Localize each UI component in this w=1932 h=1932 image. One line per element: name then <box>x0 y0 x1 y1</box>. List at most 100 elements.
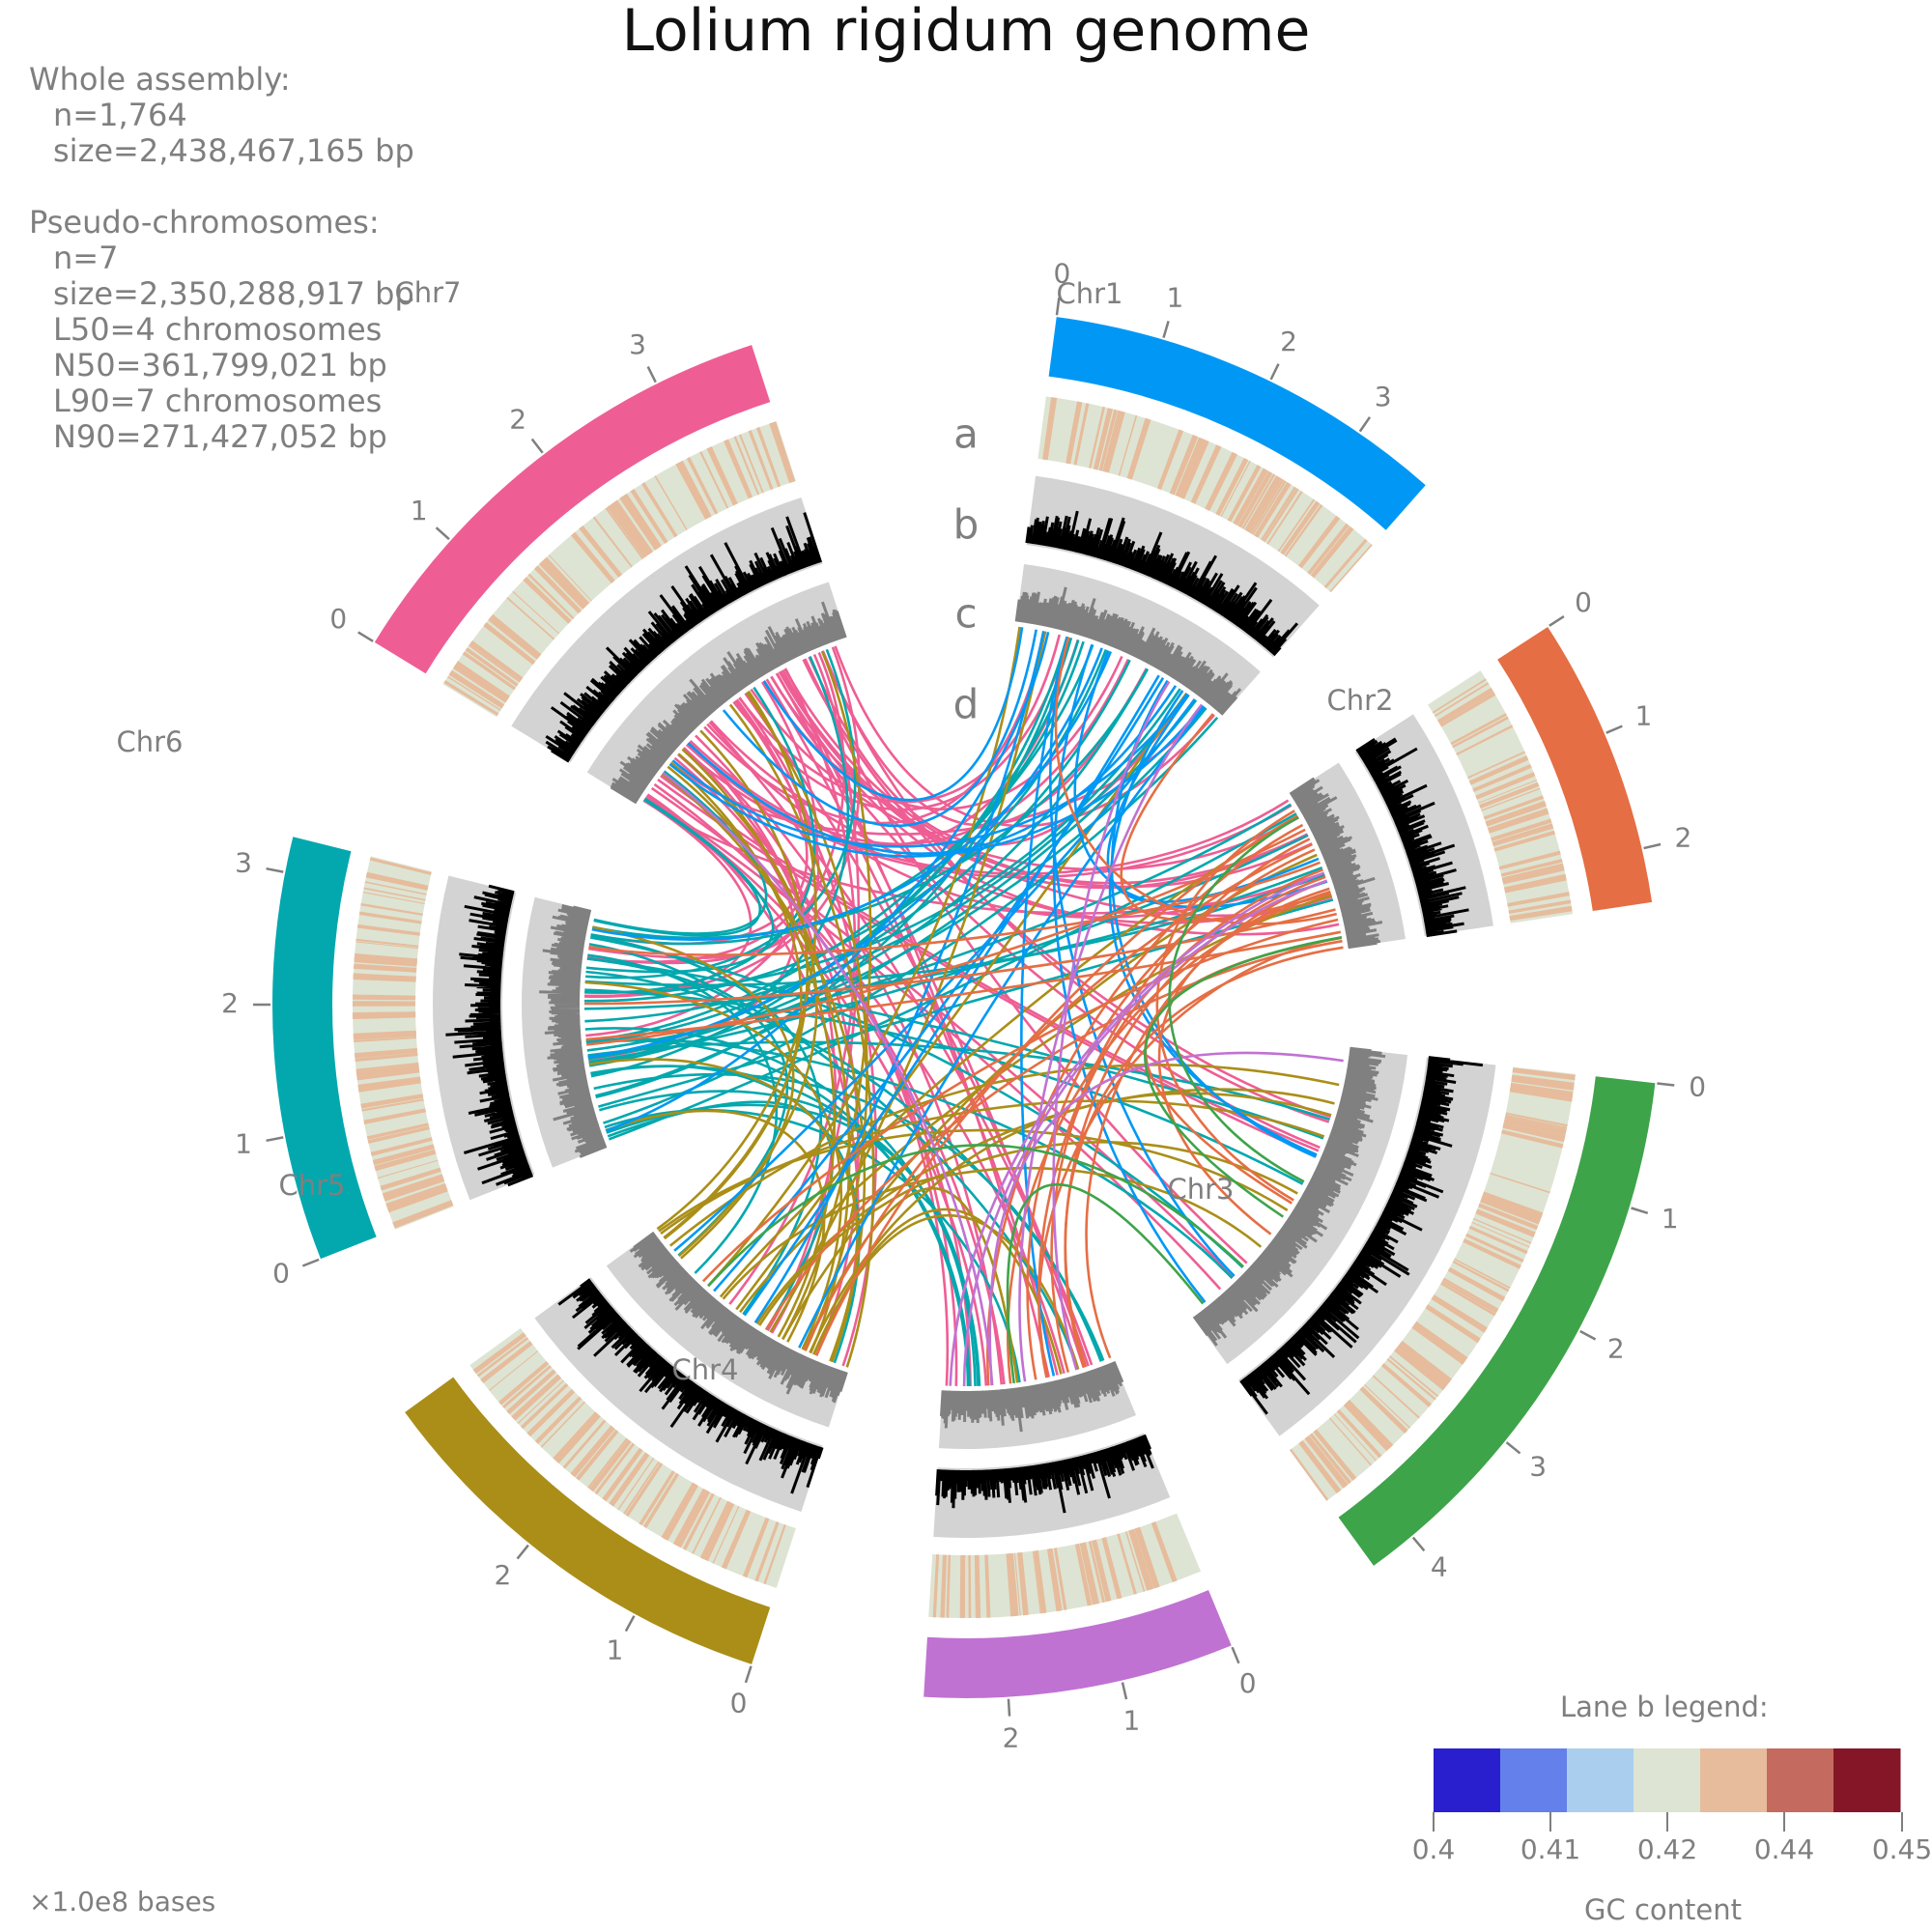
chr1-gc-stripe <box>1173 436 1199 496</box>
chr6-gc-stripe <box>369 857 432 875</box>
legend-swatch <box>1500 1748 1568 1812</box>
chr6-synteny-link <box>590 639 1080 1078</box>
chr3-gc-stripe <box>1397 1343 1450 1386</box>
chr6-synteny-link <box>585 648 857 980</box>
chr3-gc-stripe <box>1512 1068 1576 1080</box>
chr5-gc-stripe <box>520 1382 569 1430</box>
chr7-gc-stripe <box>641 482 678 538</box>
chr5-synteny-link <box>668 1064 1340 1247</box>
chr5-synteny-link <box>661 772 867 1362</box>
lane-c-label: c <box>954 590 977 638</box>
chr2-gc-stripe <box>1489 812 1549 834</box>
chr7-gc-stripe <box>452 665 508 703</box>
chr4-synteny-link <box>1052 680 1171 1371</box>
chr6-gc-stripe <box>354 952 417 963</box>
chr5-gc-stripe <box>576 1430 619 1481</box>
chr4-density-bars <box>935 1434 1154 1514</box>
chr3-gc-stripe <box>1505 1114 1568 1129</box>
chr6-gc-stripe <box>360 902 423 916</box>
chr2-gc-stripe <box>1456 724 1514 756</box>
chr7-gc-stripe <box>527 573 575 620</box>
chr3-gc-stripe <box>1431 1294 1488 1333</box>
assembly-stats: Whole assembly: n=1,764 size=2,438,467,165… <box>29 62 414 455</box>
chr6-tick-label: 1 <box>235 1127 252 1159</box>
chr4-gc-stripe <box>977 1554 980 1618</box>
chr6-synteny-link <box>586 803 1292 1052</box>
chr7-gc-stripe <box>443 680 499 716</box>
chr5-gc-stripe <box>534 1396 582 1444</box>
chr2-gc-stripe <box>1478 780 1538 804</box>
chr3-gc-stripe <box>1441 1279 1498 1314</box>
chr2-gc-stripe <box>1452 716 1509 749</box>
chr1-tick-mark <box>1358 416 1372 433</box>
chr3-gc-stripe <box>1475 1208 1536 1237</box>
chr5-tick-mark <box>744 1665 753 1684</box>
chr3-gc-stripe <box>1309 1433 1351 1485</box>
chr1-band <box>1048 317 1426 530</box>
chr1-gc-stripe <box>1263 488 1299 543</box>
chr7-gc-stripe <box>592 516 633 568</box>
chr1-gc-stripe <box>1298 515 1341 569</box>
chr2-gc-stripe <box>1475 772 1536 800</box>
chr2-gc-stripe <box>1500 859 1563 877</box>
chr7-gc-stripe <box>619 496 659 551</box>
chr5-gc-stripe <box>587 1437 628 1490</box>
chr2-gc-stripe <box>1493 830 1555 852</box>
chr2-gc-stripe <box>1479 781 1540 810</box>
chr6-synteny-link <box>588 943 1079 1371</box>
chr4-gc-stripe <box>946 1554 952 1618</box>
chr3-tick-mark <box>1411 1536 1426 1552</box>
chr5-gc-stripe <box>617 1458 655 1511</box>
chr1-synteny-link <box>1052 643 1207 1303</box>
chr3-synteny-link <box>1144 936 1343 1218</box>
chr7-gc-stripe <box>469 639 524 681</box>
chr2-tick-mark <box>1643 842 1662 850</box>
chr6-band <box>272 837 377 1260</box>
chr7-synteny-link <box>802 659 1331 1119</box>
chr5-gc-stripe <box>721 1509 752 1570</box>
chr3-gc-stripe <box>1304 1436 1346 1489</box>
chr1-synteny-link <box>798 705 1206 1349</box>
chr2-synteny-link <box>1155 810 1295 1202</box>
chr7-gc-stripe <box>506 596 555 640</box>
chr5-gc-stripe <box>511 1374 562 1421</box>
chr4-tick-label: 1 <box>1122 1704 1140 1736</box>
chr4-tick-label: 2 <box>1003 1722 1020 1754</box>
chr1-synteny-link <box>687 685 1178 856</box>
chr7-gc-stripe <box>605 507 644 560</box>
chr7-gc-stripe <box>534 565 582 613</box>
chr7-gc-stripe <box>488 616 540 660</box>
chr4-label: Chr4 <box>671 1353 738 1386</box>
chr3-gc-stripe <box>1345 1400 1393 1450</box>
chr7-synteny-link <box>677 753 950 1386</box>
chr7-tick-mark <box>357 631 374 642</box>
chr7-gc-stripe <box>607 505 646 558</box>
chr3-gc-stripe <box>1396 1346 1448 1387</box>
chr5-synteny-link <box>658 1128 1289 1233</box>
chr7-gc-stripe <box>613 499 653 554</box>
chr1-gc-stripe <box>1042 397 1056 461</box>
chr6-tick-label: 0 <box>272 1257 290 1289</box>
chr2-gc-stripe <box>1467 751 1526 779</box>
chr2-synteny-link <box>1050 868 1323 1373</box>
chr3-gc-stripe <box>1307 1435 1349 1487</box>
chr3-tick-mark <box>1579 1329 1597 1341</box>
chr1-gc-stripe <box>1237 470 1271 527</box>
chr2-synteny-link <box>1085 879 1328 1359</box>
legend-swatch <box>1833 1748 1901 1812</box>
chr5-gc-stripe <box>562 1419 607 1469</box>
chromosome-labels: Chr1 Chr2 Chr3 Chr4 Chr5 Chr6 Chr7 <box>116 276 1393 1386</box>
chr7-gc-stripe <box>630 489 668 544</box>
chr5-synteny-link <box>660 1099 1325 1236</box>
chr6-synteny-link <box>593 1072 1103 1362</box>
chr5-synteny-link <box>728 703 875 1368</box>
gc-legend-bar: 0.4 0.41 0.42 0.44 0.45 <box>1412 1748 1932 1865</box>
chr5-coverage-bars <box>629 1231 848 1404</box>
chr5-gc-stripe <box>480 1341 533 1383</box>
chr2-gc-stripe <box>1509 906 1573 919</box>
chr7-gc-stripe <box>571 531 615 583</box>
chr7-gc-stripe <box>464 651 516 689</box>
legend-swatch <box>1434 1748 1501 1812</box>
chr6-synteny-link <box>585 1037 1234 1280</box>
